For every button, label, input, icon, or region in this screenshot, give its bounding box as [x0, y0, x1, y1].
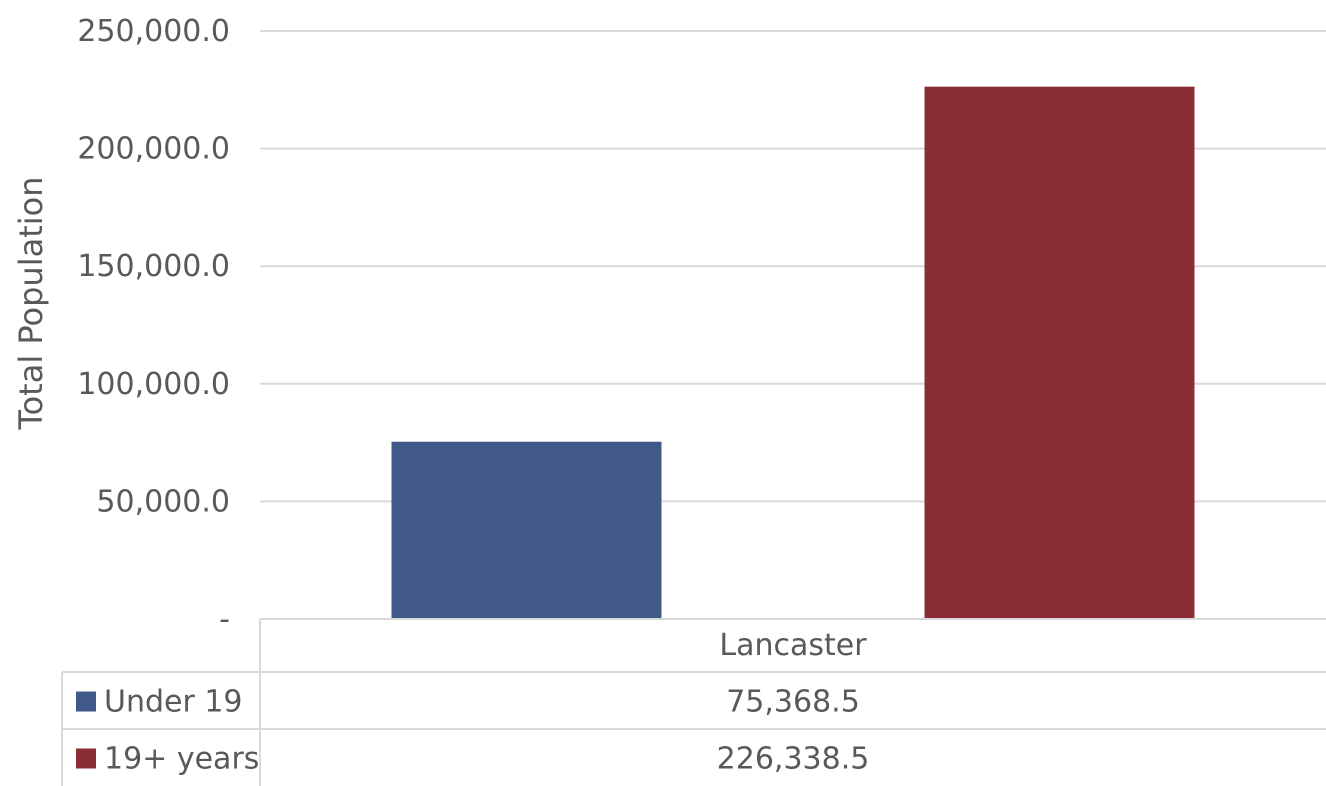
y-tick-label: 200,000.0: [77, 132, 230, 167]
y-tick-label: 250,000.0: [77, 14, 230, 49]
data-table-value: 226,338.5: [717, 742, 870, 777]
data-table-value: 75,368.5: [726, 685, 860, 720]
legend-swatch: [76, 691, 96, 712]
y-axis-tick-labels: - 50,000.0 100,000.0 150,000.0 200,000.0 250,…: [77, 14, 230, 637]
y-tick-label: 50,000.0: [96, 484, 230, 519]
y-axis-title: Total Population: [12, 176, 50, 430]
legend-swatch: [76, 748, 96, 769]
y-tick-label: 150,000.0: [77, 249, 230, 284]
data-table: Lancaster Under 19 75,368.5 19+ years 226,33…: [61, 618, 1326, 786]
y-tick-label: 100,000.0: [77, 367, 230, 402]
x-category-label: Lancaster: [719, 628, 867, 663]
bar-under-19: [391, 441, 662, 619]
legend-label: 19+ years: [104, 742, 259, 777]
bar-19-years: [924, 86, 1195, 619]
bars: [391, 86, 1195, 619]
legend-label: Under 19: [104, 685, 243, 720]
y-tick-label: -: [219, 602, 230, 637]
